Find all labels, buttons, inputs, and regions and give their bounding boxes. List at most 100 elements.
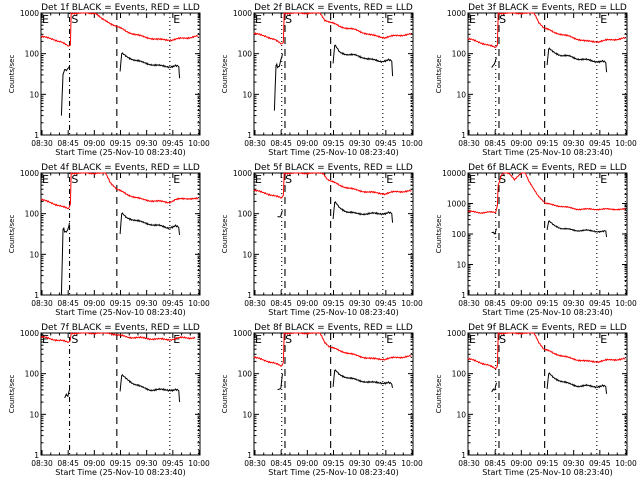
x-tick-label: 09:30 [563,459,585,468]
y-tick-label: 1000 [447,200,466,209]
marker-E: E [42,173,49,186]
x-tick-label: 08:30 [31,139,53,148]
series-lld-line [40,12,199,47]
y-tick-label: 1 [247,451,252,460]
x-tick-label: 09:15 [110,139,132,148]
plot-frame [40,332,201,456]
y-axis-label: Counts/sec [221,215,229,254]
series-events-line-pre [491,228,497,235]
series-lld-line [40,172,199,210]
x-axis-label: Start Time (25-Nov-10 08:23:40) [55,308,185,317]
series-events-line-post [119,52,181,79]
x-tick-label: 08:30 [458,459,480,468]
x-tick-label: 09:00 [511,459,533,468]
series-lld-line [253,172,412,199]
y-tick-label: 10000 [442,169,466,178]
plot-frame [253,332,414,456]
y-tick-label: 10 [29,410,39,419]
marker-E: E [469,13,476,26]
marker-E: E [255,173,262,186]
x-tick-label: 08:45 [57,299,79,308]
marker-S: S [71,173,78,186]
x-axis-label: Start Time (25-Nov-10 08:23:40) [268,148,398,157]
series-events-line-post [332,44,394,77]
x-tick-label: 09:00 [84,299,106,308]
chart-panel-2: Det 2f BLACK = Events, RED = LLD 1 10 100 10… [221,3,423,157]
chart-panel-6: Det 6f BLACK = Events, RED = LLD 1 10 100 10… [435,163,637,317]
marker-S: S [285,333,292,346]
x-tick-label: 09:15 [537,459,559,468]
series-events-line-pre [277,210,283,218]
series-events-line-post [332,201,394,223]
plot-frame [40,12,201,136]
chart-title: Det 4f BLACK = Events, RED = LLD [41,163,200,173]
chart-title: Det 2f BLACK = Events, RED = LLD [254,3,413,13]
x-axis-label: Start Time (25-Nov-10 08:23:40) [482,468,612,477]
x-tick-label: 09:45 [162,299,184,308]
x-tick-label: 08:45 [484,139,506,148]
x-tick-label: 09:45 [589,459,611,468]
x-tick-label: 08:45 [270,139,292,148]
x-tick-label: 08:30 [244,459,266,468]
plot-frame [253,12,414,136]
series-lld-line [467,172,626,215]
chart-panel-8: Det 8f BLACK = Events, RED = LLD 1 10 100 10… [221,323,423,477]
series-lld-line [467,12,626,49]
x-tick-label: 09:15 [110,459,132,468]
chart-panel-3: Det 3f BLACK = Events, RED = LLD 1 10 100 10… [435,3,637,157]
y-tick-label: 10 [29,90,39,99]
marker-E: E [255,333,262,346]
y-tick-label: 10 [456,410,466,419]
x-tick-label: 09:45 [375,459,397,468]
x-tick-label: 09:45 [162,139,184,148]
marker-E: E [600,173,607,186]
marker-E: E [42,333,49,346]
series-events-line-pre [491,57,497,68]
x-tick-label: 09:30 [136,139,158,148]
x-axis-label: Start Time (25-Nov-10 08:23:40) [482,148,612,157]
marker-S: S [285,173,292,186]
y-tick-label: 1000 [20,329,39,338]
x-tick-label: 10:00 [188,139,210,148]
plot-frame [467,332,628,456]
y-tick-label: 10 [242,250,252,259]
y-tick-label: 1 [34,291,39,300]
plot-frame [467,172,628,296]
series-events-line-post [546,372,608,394]
y-tick-label: 1 [461,291,466,300]
x-tick-label: 09:30 [349,299,371,308]
series-events-line-post [332,369,394,388]
chart-panel-5: Det 5f BLACK = Events, RED = LLD 1 10 100 10… [221,163,423,317]
x-tick-label: 08:45 [270,459,292,468]
y-axis-label: Counts/sec [435,375,443,414]
x-axis-label: Start Time (25-Nov-10 08:23:40) [482,308,612,317]
x-tick-label: 08:30 [244,299,266,308]
x-tick-label: 08:30 [244,139,266,148]
y-tick-label: 100 [25,210,40,219]
x-tick-label: 08:30 [31,459,53,468]
y-axis-label: Counts/sec [221,375,229,414]
x-tick-label: 09:45 [375,139,397,148]
y-axis-label: Counts/sec [221,55,229,94]
y-tick-label: 100 [452,50,467,59]
marker-S: S [71,13,78,26]
x-tick-label: 08:30 [458,139,480,148]
series-events-line-pre [273,53,283,111]
x-tick-label: 10:00 [615,139,637,148]
marker-E: E [173,333,180,346]
x-tick-label: 10:00 [188,459,210,468]
y-tick-label: 10 [242,410,252,419]
x-axis-label: Start Time (25-Nov-10 08:23:40) [55,468,185,477]
y-tick-label: 100 [25,370,40,379]
x-tick-label: 09:15 [323,139,345,148]
chart-title: Det 8f BLACK = Events, RED = LLD [254,323,413,333]
x-tick-label: 08:45 [484,459,506,468]
series-events-line-post [119,374,181,403]
y-tick-label: 1000 [233,329,252,338]
x-tick-label: 09:15 [323,299,345,308]
marker-E: E [42,13,49,26]
y-tick-label: 10 [456,90,466,99]
x-tick-label: 08:45 [270,299,292,308]
x-tick-label: 10:00 [401,459,423,468]
y-tick-label: 1 [34,451,39,460]
